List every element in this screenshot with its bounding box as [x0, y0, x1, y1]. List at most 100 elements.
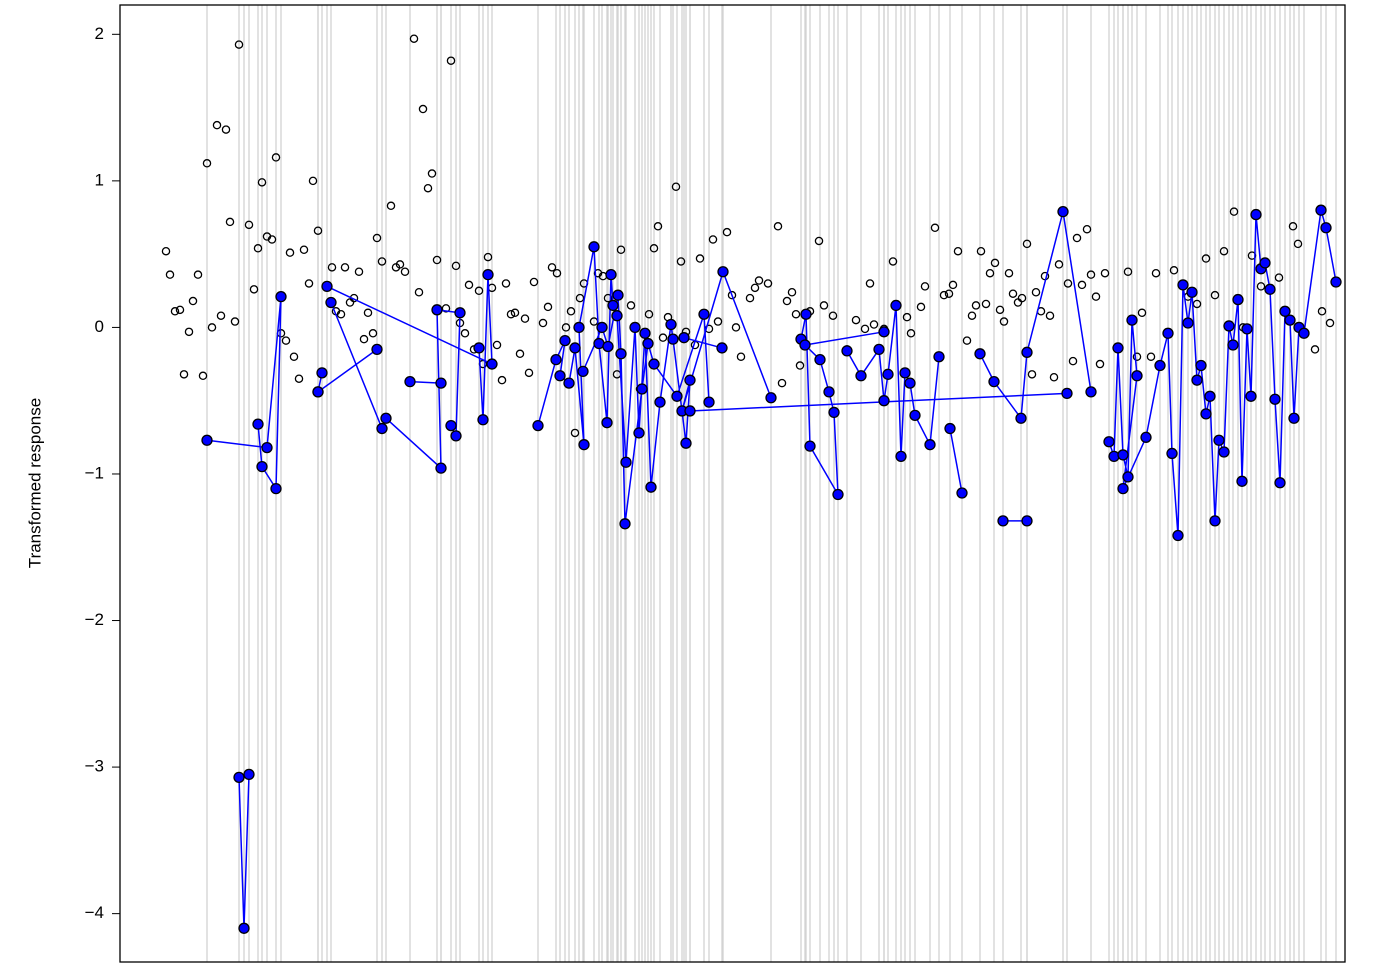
open-point	[257, 178, 267, 187]
point	[1320, 222, 1332, 234]
y-tick-label: −4	[85, 903, 104, 922]
open-point	[851, 315, 861, 325]
open-point	[1031, 287, 1041, 297]
open-point	[795, 361, 805, 370]
point	[445, 419, 457, 432]
point	[1112, 342, 1124, 354]
open-point	[948, 280, 958, 290]
open-point	[363, 308, 373, 318]
point	[895, 450, 907, 463]
line	[206, 296, 282, 492]
open-point	[695, 254, 705, 263]
point	[684, 405, 696, 417]
line	[1108, 209, 1337, 536]
open-point	[1146, 352, 1156, 361]
point	[878, 395, 890, 407]
point	[988, 375, 1000, 388]
open-point	[202, 159, 212, 168]
open-point	[791, 309, 801, 319]
open-point	[313, 226, 323, 235]
point	[431, 304, 443, 316]
open-point	[1274, 273, 1284, 282]
point	[1223, 320, 1235, 332]
y-tick-label: 1	[95, 170, 104, 189]
open-point	[368, 329, 378, 338]
open-point	[1063, 279, 1073, 288]
point	[873, 343, 885, 356]
point	[1250, 208, 1262, 221]
line	[689, 392, 1068, 412]
open-point	[267, 235, 277, 244]
point	[201, 434, 213, 446]
open-point	[644, 309, 654, 319]
open-point	[1027, 370, 1037, 379]
point	[577, 365, 589, 378]
point	[944, 422, 956, 435]
point	[800, 308, 812, 320]
point	[588, 241, 600, 253]
point	[1172, 529, 1184, 542]
open-point	[653, 222, 663, 231]
open-point	[427, 169, 437, 178]
open-point	[386, 201, 396, 211]
point	[654, 396, 666, 408]
open-point	[474, 286, 484, 296]
point	[1204, 390, 1216, 402]
open-point	[175, 305, 185, 315]
open-point	[939, 290, 949, 300]
point	[1085, 386, 1097, 398]
open-point	[1288, 222, 1298, 231]
point	[1154, 359, 1166, 372]
point	[473, 342, 485, 354]
open-point	[1086, 270, 1096, 279]
open-point	[570, 428, 580, 438]
point	[882, 368, 894, 380]
open-point	[372, 233, 382, 243]
open-point	[754, 276, 764, 285]
open-point	[930, 223, 940, 233]
point	[645, 481, 657, 493]
point	[909, 409, 921, 422]
point	[904, 377, 916, 389]
point	[482, 269, 494, 281]
open-point	[501, 279, 511, 288]
point	[765, 392, 777, 404]
point	[671, 390, 683, 402]
point	[1245, 390, 1257, 402]
point	[1117, 449, 1129, 461]
line	[317, 348, 378, 393]
point	[1209, 515, 1221, 527]
open-point	[990, 258, 1000, 268]
point	[629, 321, 641, 334]
point	[956, 487, 968, 499]
point	[703, 396, 715, 408]
point	[1227, 339, 1239, 351]
point	[1126, 314, 1138, 326]
open-point	[340, 263, 350, 272]
point	[1057, 205, 1069, 218]
point	[1236, 475, 1248, 487]
open-point	[1137, 308, 1147, 318]
point	[1218, 446, 1230, 458]
point	[435, 377, 447, 389]
point	[1061, 387, 1073, 400]
open-point	[249, 285, 259, 294]
point	[1140, 431, 1152, 443]
open-point	[271, 153, 281, 162]
point	[1162, 327, 1174, 339]
point	[573, 321, 585, 334]
point	[532, 419, 544, 432]
open-point	[193, 270, 203, 279]
open-point	[967, 311, 977, 320]
point	[1186, 286, 1198, 298]
point	[823, 386, 835, 398]
open-point	[289, 352, 299, 361]
point	[1177, 279, 1189, 291]
open-point	[1210, 290, 1220, 300]
open-point	[865, 279, 875, 288]
point	[601, 417, 613, 429]
open-point	[1049, 372, 1059, 382]
open-point	[1151, 268, 1161, 278]
open-point	[520, 314, 530, 323]
plot-frame	[119, 4, 1346, 963]
